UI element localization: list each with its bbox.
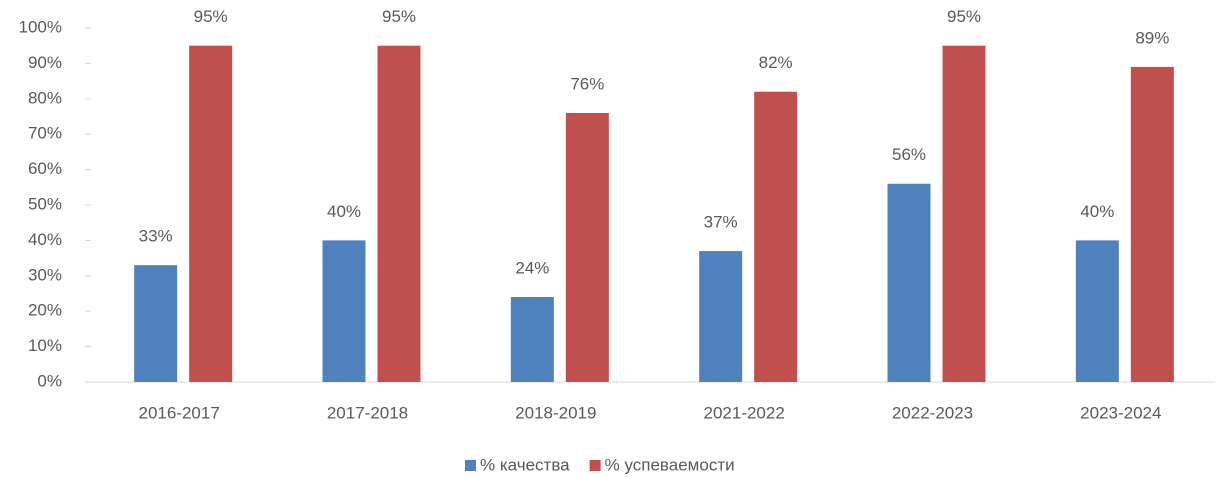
data-label: 76% [570,74,604,93]
y-tick-label: 20% [28,301,62,320]
data-label: 95% [382,7,416,26]
data-label: 95% [194,7,228,26]
y-tick-label: 90% [28,53,62,72]
data-label: 33% [139,227,173,246]
y-tick-label: 40% [28,230,62,249]
legend-swatch [465,460,476,471]
bar [699,251,743,382]
legend-label: % качества [480,455,570,474]
x-tick-label: 2017-2018 [327,403,408,422]
data-label: 24% [515,259,549,278]
x-tick-label: 2016-2017 [139,403,220,422]
bar [887,183,931,382]
bar [134,265,178,382]
y-tick-label: 10% [28,336,62,355]
x-tick-label: 2022-2023 [892,403,973,422]
bar [189,45,233,382]
data-label: 82% [759,53,793,72]
y-tick-label: 0% [37,371,62,390]
x-tick-label: 2023-2024 [1080,403,1161,422]
bar [510,297,554,382]
bar [1130,66,1174,382]
y-tick-label: 100% [19,17,62,36]
bar [942,45,986,382]
data-label: 89% [1135,28,1169,47]
bar [565,112,609,383]
data-label: 56% [892,145,926,164]
bar [1075,240,1119,382]
data-label: 40% [1080,202,1114,221]
x-tick-label: 2018-2019 [515,403,596,422]
data-label: 95% [947,7,981,26]
data-label: 37% [704,213,738,232]
bar [754,91,798,382]
y-tick-label: 50% [28,194,62,213]
bar [322,240,366,382]
legend-swatch [589,460,601,471]
data-label: 40% [327,202,361,221]
legend-label: % успеваемости [605,455,735,474]
bar [377,45,421,382]
x-tick-label: 2021-2022 [704,403,785,422]
y-tick-label: 30% [28,265,62,284]
y-tick-label: 70% [28,124,62,143]
y-tick-label: 60% [28,159,62,178]
y-tick-label: 80% [28,88,62,107]
